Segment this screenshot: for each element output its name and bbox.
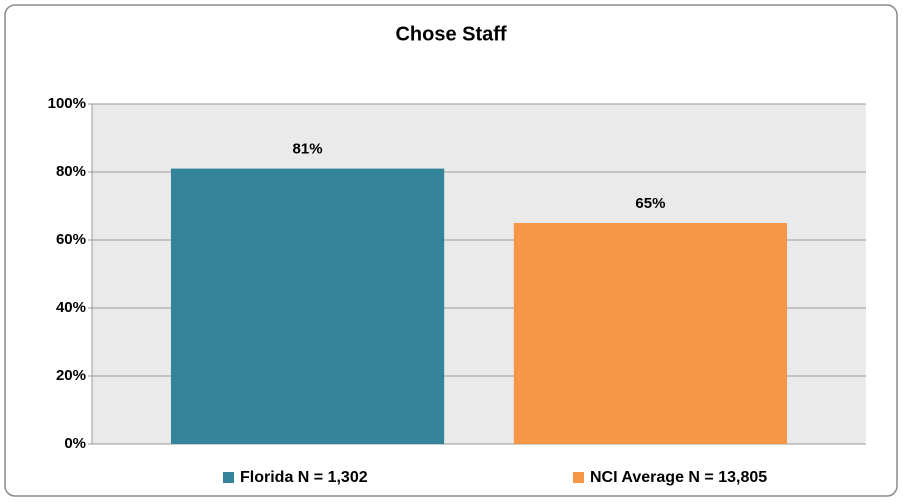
legend-label: NCI Average N = 13,805 <box>590 469 767 486</box>
y-tick-label: 40% <box>56 299 86 316</box>
y-tick-label: 100% <box>48 95 86 112</box>
bar <box>170 168 445 444</box>
value-label: 65% <box>635 195 665 212</box>
legend-swatch <box>573 472 584 483</box>
value-label: 81% <box>293 141 323 158</box>
y-tick-label: 60% <box>56 231 86 248</box>
legend-swatch <box>223 472 234 483</box>
y-tick-label: 20% <box>56 367 86 384</box>
bar <box>513 223 788 444</box>
y-tick-label: 0% <box>64 435 86 452</box>
legend-label: Florida N = 1,302 <box>240 469 368 486</box>
chart-title: Chose Staff <box>395 23 506 45</box>
y-tick-label: 80% <box>56 163 86 180</box>
